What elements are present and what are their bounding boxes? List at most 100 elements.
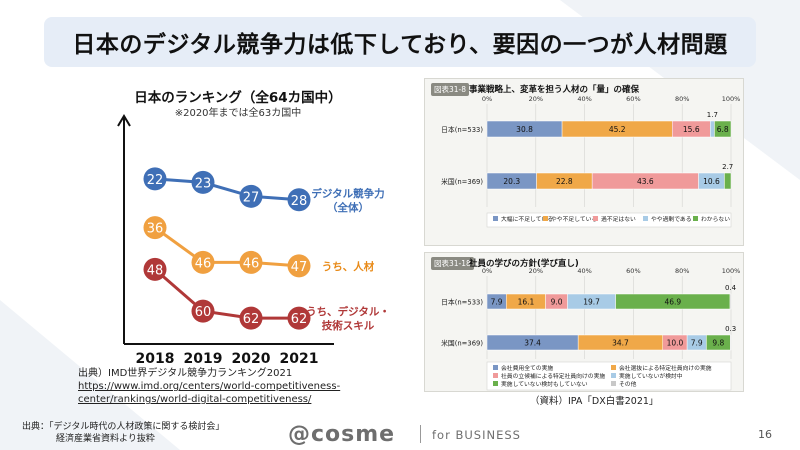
legend-swatch: [493, 381, 498, 386]
series-label: うち、人材: [322, 260, 375, 273]
cosme-logo: @cosme: [288, 422, 396, 447]
slide-title: 日本のデジタル競争力は低下しており、要因の一つが人材問題: [72, 32, 728, 58]
data-point: [191, 170, 215, 194]
category-label: 米国(n=369): [441, 177, 483, 186]
stacked-bar-chart-learning: 0% 20% 40% 60% 80% 100% 日本(n=533) 7.9 16.1 9.0 19.…: [441, 267, 741, 391]
data-point: [191, 299, 215, 323]
data-label: 46: [195, 256, 212, 271]
bar-value-label: 20.3: [503, 177, 520, 186]
bar-value-label: 10.0: [667, 339, 684, 348]
bar-value-label: 6.8: [717, 125, 729, 134]
bar-value-label: 9.8: [712, 339, 724, 348]
data-label: 48: [147, 263, 164, 278]
ranking-source-url-line2[interactable]: center/rankings/world-digital-competitiv…: [78, 394, 312, 405]
logo-subtitle: for BUSINESS: [432, 428, 521, 442]
bar-value-label: 7.9: [491, 298, 503, 307]
title-bar: 日本のデジタル競争力は低下しており、要因の一つが人材問題: [44, 17, 756, 67]
bar-segment: [714, 120, 732, 138]
bar-value-label: 37.4: [524, 339, 541, 348]
axis-tick-label: 100%: [722, 95, 741, 103]
bar-value-label: 10.6: [703, 177, 720, 186]
bar-value-label: 2.7: [722, 163, 733, 171]
legend-label: 社員の立候補による特定社員向けの実施: [501, 372, 605, 380]
series-line: [154, 226, 300, 268]
axis-tick-label: 40%: [577, 95, 591, 103]
bar-segment: [729, 293, 732, 310]
bar-value-label: 46.9: [664, 298, 681, 307]
axis-tick-label: 40%: [577, 267, 591, 275]
data-label: 36: [147, 222, 164, 237]
axis-tick-label: 80%: [675, 267, 689, 275]
footer-source: 出典：「デジタル時代の人材政策に関する検討会」 経済産業省資料より抜粋: [22, 421, 224, 445]
x-tick-label: 2019: [184, 351, 223, 367]
data-point: [239, 306, 263, 330]
series-line: [154, 268, 299, 320]
bar-value-label: 0.3: [725, 325, 736, 333]
axis-tick-label: 80%: [675, 95, 689, 103]
data-label: 46: [243, 256, 260, 271]
panel-heading: 事業戦略上、変革を担う人材の「量」の確保: [469, 85, 640, 95]
ranking-line-chart: 2018 2019 2020 2021 22 23 27 28 デジタル競争力（全体） 36 46 4…: [117, 114, 390, 367]
ipa-chart-panel-quantity: 図表31-8 事業戦略上、変革を担う人材の「量」の確保 0% 20% 40% 60% 8…: [424, 78, 744, 246]
footer-source-line2: 経済産業省資料より抜粋: [56, 434, 155, 444]
axis-tick-label: 60%: [626, 95, 640, 103]
legend-label: 実施していないが検討中: [619, 372, 683, 380]
legend-label: 大幅に不足している: [501, 215, 553, 223]
axis-tick-label: 60%: [626, 267, 640, 275]
ipa-source: （資料）IPA「DX白書2021」: [530, 396, 659, 407]
axis-tick-label: 0%: [482, 95, 492, 103]
x-tick-label: 2021: [280, 351, 319, 367]
axis-tick-label: 0%: [482, 267, 492, 275]
data-label: 47: [291, 260, 308, 275]
legend-label: その他: [619, 380, 637, 388]
ipa-chart-panel-learning: 図表31-18 社員の学びの方針(学び直し) 0% 20% 40% 60% 80% 100…: [424, 252, 744, 392]
legend-label: 実施していない検討もしていない: [501, 380, 588, 388]
bar-value-label: 34.7: [612, 339, 629, 348]
ranking-source-url-line1[interactable]: https://www.imd.org/centers/world-compet…: [78, 381, 341, 392]
bar-value-label: 45.2: [609, 125, 626, 134]
y-axis-arrow: [117, 114, 131, 127]
legend-label: やや過剰である: [651, 215, 692, 223]
ranking-chart-note: ※2020年までは全63カ国中: [174, 108, 302, 119]
legend-swatch: [611, 381, 616, 386]
panel-tag: 図表31-8: [431, 83, 470, 96]
data-point: [287, 188, 311, 212]
legend-swatch: [611, 365, 616, 370]
data-point: [143, 257, 167, 281]
legend-swatch: [643, 216, 648, 221]
bar-value-label: 19.7: [583, 298, 600, 307]
data-point: [191, 250, 215, 274]
series-label: デジタル競争力: [311, 187, 384, 200]
axis-tick-label: 20%: [529, 95, 543, 103]
legend-swatch: [593, 216, 598, 221]
bar-value-label: 43.6: [637, 177, 654, 186]
data-label: 62: [243, 312, 260, 327]
series-label: うち、デジタル・: [306, 305, 390, 318]
legend-label: やや不足している: [551, 215, 597, 223]
x-tick-label: 2018: [136, 351, 175, 367]
data-label: 23: [195, 176, 212, 191]
data-point: [287, 306, 311, 330]
bar-value-label: 9.0: [551, 298, 563, 307]
data-point: [143, 216, 167, 240]
bar-value-label: 15.6: [683, 125, 700, 134]
legend-swatch: [693, 216, 698, 221]
x-tick-label: 2020: [232, 351, 271, 367]
ranking-chart-title: 日本のランキング（全64カ国中）: [134, 90, 342, 106]
panel-heading: 社員の学びの方針(学び直し): [469, 259, 579, 269]
series-label: 技術スキル: [322, 319, 375, 332]
data-label: 22: [147, 173, 164, 188]
data-point: [239, 184, 263, 208]
data-point: [239, 250, 263, 274]
bar-value-label: 16.1: [518, 298, 535, 307]
category-label: 米国(n=369): [441, 339, 483, 348]
series-label: （全体）: [327, 201, 369, 214]
axis-tick-label: 100%: [722, 267, 741, 275]
bar-segment: [710, 120, 715, 138]
legend-box: [486, 361, 732, 391]
legend-swatch: [611, 373, 616, 378]
logo-divider: [420, 425, 421, 443]
legend-swatch: [493, 365, 498, 370]
bar-segment: [724, 172, 732, 190]
data-point: [143, 167, 167, 191]
